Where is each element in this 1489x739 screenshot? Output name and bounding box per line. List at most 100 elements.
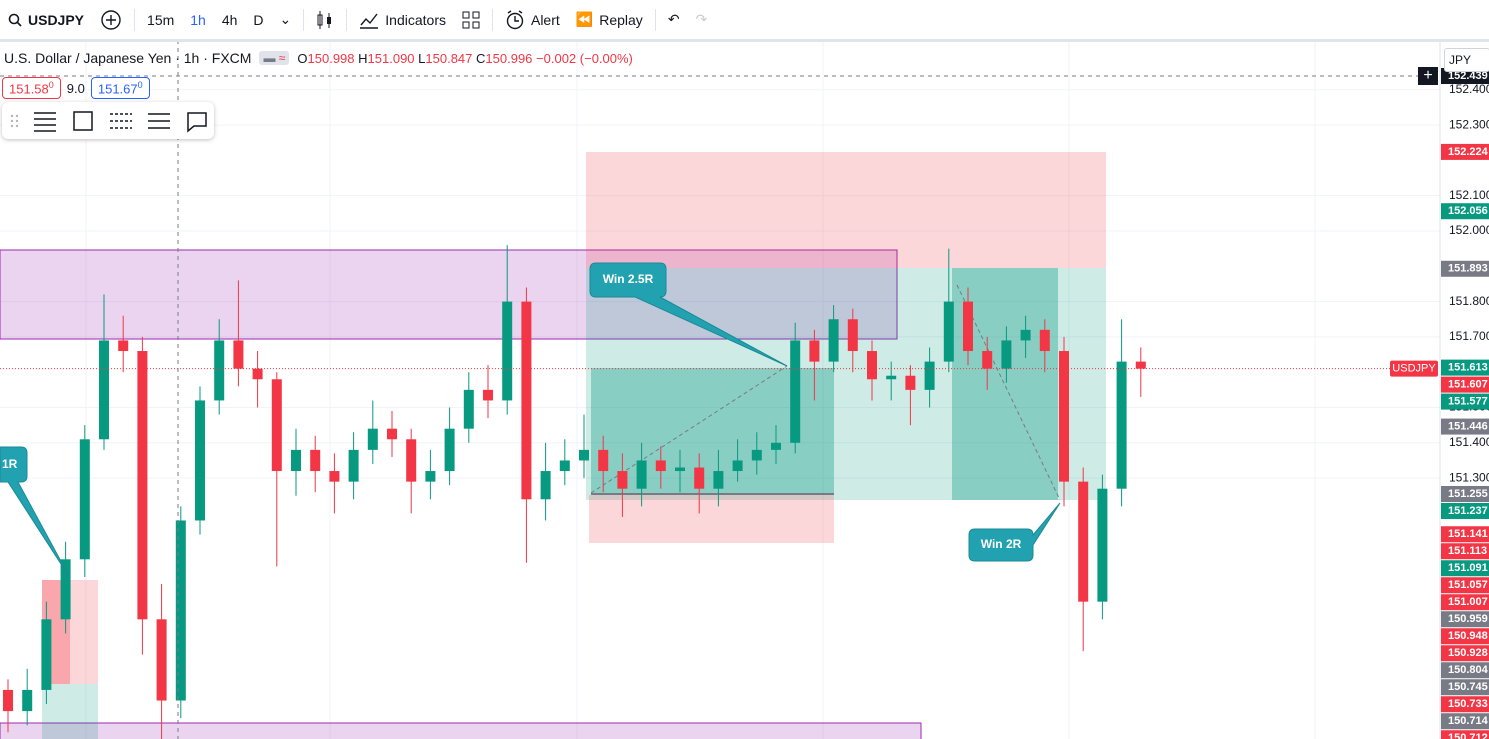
symbol: USDJPY [28, 11, 85, 28]
tool-rectangle[interactable] [73, 111, 93, 131]
price-badge-label: 150.948 [1448, 630, 1488, 642]
y-tick-label: 152.000 [1449, 223, 1489, 237]
drag-handle[interactable] [10, 114, 19, 128]
price-badge-label: 150.714 [1448, 715, 1489, 727]
interval-menu[interactable]: ⌄ [279, 11, 292, 27]
indicators-icon [360, 13, 379, 29]
candle-body [406, 439, 417, 482]
add-button[interactable] [1418, 67, 1438, 85]
price-badge-label: 151.893 [1448, 263, 1488, 275]
tool-note[interactable] [187, 112, 207, 133]
ohlc-value: 150.847 [425, 50, 473, 66]
candle-body [252, 368, 263, 380]
alert-label: Alert [530, 11, 560, 28]
candle-body [387, 428, 397, 440]
layouts[interactable] [454, 11, 488, 29]
candle-body [41, 619, 52, 690]
stop-zone [589, 495, 834, 543]
candle-body [118, 340, 129, 352]
candle-body [751, 449, 762, 461]
tool-lines[interactable] [34, 112, 56, 132]
candle-body [79, 439, 90, 560]
price-badge-label: 150.804 [1448, 664, 1489, 676]
price-badge-label: 150.928 [1448, 647, 1488, 659]
stop-zone [586, 152, 1106, 268]
price-badge [1441, 730, 1489, 739]
legend: U.S. Dollar / Japanese Yen · 1h · FXCM ▬… [4, 50, 633, 66]
candle-body [732, 460, 743, 472]
price-badge-label: 152.439 [1448, 70, 1488, 82]
alert-icon [506, 9, 524, 29]
candle-body [617, 471, 628, 489]
separator [491, 8, 493, 31]
candle-body [483, 389, 493, 401]
y-tick-label: 152.300 [1449, 117, 1489, 131]
add-icon[interactable]: + [1423, 67, 1432, 84]
redo[interactable]: ↷ [695, 11, 708, 27]
alert-button[interactable]: Alert [497, 9, 568, 30]
candle-body [886, 375, 897, 380]
candle-body [1135, 361, 1146, 369]
indicators-label: Indicators [385, 11, 446, 28]
candle-body [137, 351, 148, 620]
interval[interactable]: 4h [221, 11, 238, 28]
candle-body [1059, 351, 1069, 482]
indicators-button[interactable]: Indicators [351, 11, 454, 29]
chart-type[interactable] [308, 10, 342, 30]
undo[interactable]: ↶ [667, 11, 680, 27]
plus-icon [101, 9, 121, 30]
price-badge [1441, 203, 1489, 220]
price-badge [1441, 543, 1489, 560]
symbol-title: U.S. Dollar / Japanese Yen · 1h · FXCM [4, 50, 252, 66]
symbol-search[interactable]: USDJPY [0, 12, 92, 28]
candle-body [579, 449, 589, 461]
annotation: 1R [2, 457, 18, 471]
candle-body [963, 301, 973, 352]
replay-button[interactable]: ⏪ Replay [568, 11, 651, 28]
price-badge [1441, 418, 1489, 435]
candle-body [790, 340, 801, 443]
price-badge [1441, 645, 1489, 662]
annotation: Win 2.5R [603, 272, 654, 286]
compare[interactable] [92, 9, 130, 31]
callout [0, 446, 71, 579]
price-badge-label: 150.733 [1448, 698, 1488, 710]
candle-body [636, 460, 647, 489]
spread: 9.0 [66, 80, 85, 96]
y-tick-label: 151.800 [1449, 294, 1489, 308]
y-tick-label: 151.300 [1449, 470, 1489, 484]
currency-select[interactable]: JPY [1444, 48, 1489, 72]
candle-body [809, 340, 820, 362]
candle-body [694, 467, 705, 489]
candle-body [367, 428, 378, 450]
interval[interactable]: 15m [147, 11, 175, 28]
sell-price: 151.58 [9, 81, 49, 97]
price-badge-label: 151.113 [1448, 545, 1487, 557]
price-badge-label: 152.056 [1448, 205, 1488, 217]
price-badge [1441, 143, 1489, 160]
ohlc-key: O [297, 50, 308, 66]
buy-button[interactable]: 151.670 [90, 77, 150, 100]
candle-body [425, 471, 436, 482]
price-badge-label: 152.224 [1448, 146, 1489, 158]
interval[interactable]: D [253, 11, 264, 28]
interval[interactable]: 1h [190, 11, 206, 28]
candle-body [60, 559, 71, 620]
candle-body [521, 301, 532, 500]
symbol-tag-label: USDJPY [1392, 363, 1436, 375]
legend-toggle[interactable]: ▬ ≈ [259, 51, 290, 65]
candle-body [195, 400, 205, 521]
callout [968, 502, 1061, 562]
search-icon [8, 13, 22, 27]
order-panel: 151.580 9.0 151.670 [2, 77, 150, 100]
separator [303, 8, 305, 31]
sell-pip: 0 [48, 80, 54, 90]
tool-long[interactable] [110, 113, 132, 129]
candle-body [348, 449, 359, 482]
tool-short[interactable] [148, 113, 170, 129]
y-tick-label: 152.100 [1449, 188, 1489, 202]
price-badge-label: 150.712 [1448, 732, 1488, 739]
sell-button[interactable]: 151.580 [2, 77, 61, 100]
price-badge-label: 151.446 [1448, 420, 1488, 432]
